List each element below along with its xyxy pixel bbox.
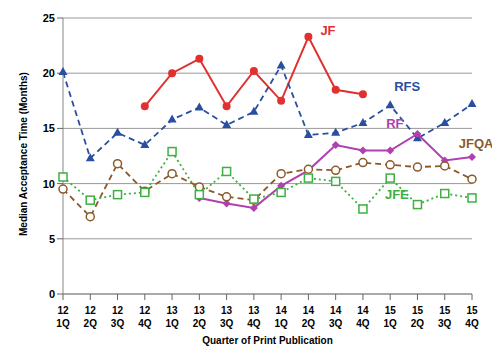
svg-text:14: 14 — [276, 305, 288, 316]
svg-text:14: 14 — [357, 305, 369, 316]
svg-text:1Q: 1Q — [274, 318, 288, 329]
svg-text:15: 15 — [412, 305, 424, 316]
svg-text:13: 13 — [221, 305, 233, 316]
svg-text:2Q: 2Q — [84, 318, 98, 329]
svg-text:RFS: RFS — [394, 79, 420, 94]
svg-text:Median Acceptance Time (Months: Median Acceptance Time (Months) — [18, 72, 29, 236]
svg-text:JFQA: JFQA — [459, 136, 492, 151]
svg-text:13: 13 — [248, 305, 260, 316]
svg-text:13: 13 — [194, 305, 206, 316]
svg-text:12: 12 — [112, 305, 124, 316]
svg-text:25: 25 — [43, 12, 55, 24]
svg-text:20: 20 — [43, 67, 55, 79]
svg-text:15: 15 — [43, 122, 55, 134]
svg-text:3Q: 3Q — [111, 318, 125, 329]
svg-text:3Q: 3Q — [329, 318, 343, 329]
svg-text:15: 15 — [439, 305, 451, 316]
svg-text:14: 14 — [330, 305, 342, 316]
svg-text:2Q: 2Q — [411, 318, 425, 329]
svg-text:12: 12 — [85, 305, 97, 316]
svg-text:12: 12 — [57, 305, 69, 316]
svg-text:2Q: 2Q — [302, 318, 316, 329]
svg-text:Quarter of Print Publication: Quarter of Print Publication — [202, 335, 333, 346]
svg-text:15: 15 — [385, 305, 397, 316]
svg-text:10: 10 — [43, 178, 55, 190]
svg-text:15: 15 — [466, 305, 478, 316]
svg-text:1Q: 1Q — [56, 318, 70, 329]
svg-text:4Q: 4Q — [138, 318, 152, 329]
svg-text:JF: JF — [320, 23, 335, 38]
svg-text:12: 12 — [139, 305, 151, 316]
svg-text:JFE: JFE — [385, 187, 409, 202]
svg-text:2Q: 2Q — [193, 318, 207, 329]
svg-text:RF: RF — [386, 116, 403, 131]
svg-text:4Q: 4Q — [356, 318, 370, 329]
svg-text:4Q: 4Q — [247, 318, 261, 329]
svg-text:1Q: 1Q — [165, 318, 179, 329]
svg-text:3Q: 3Q — [220, 318, 234, 329]
svg-text:5: 5 — [49, 233, 55, 245]
svg-text:0: 0 — [49, 288, 55, 300]
svg-text:1Q: 1Q — [384, 318, 398, 329]
svg-text:14: 14 — [303, 305, 315, 316]
svg-text:4Q: 4Q — [465, 318, 479, 329]
svg-text:13: 13 — [167, 305, 179, 316]
svg-text:3Q: 3Q — [438, 318, 452, 329]
